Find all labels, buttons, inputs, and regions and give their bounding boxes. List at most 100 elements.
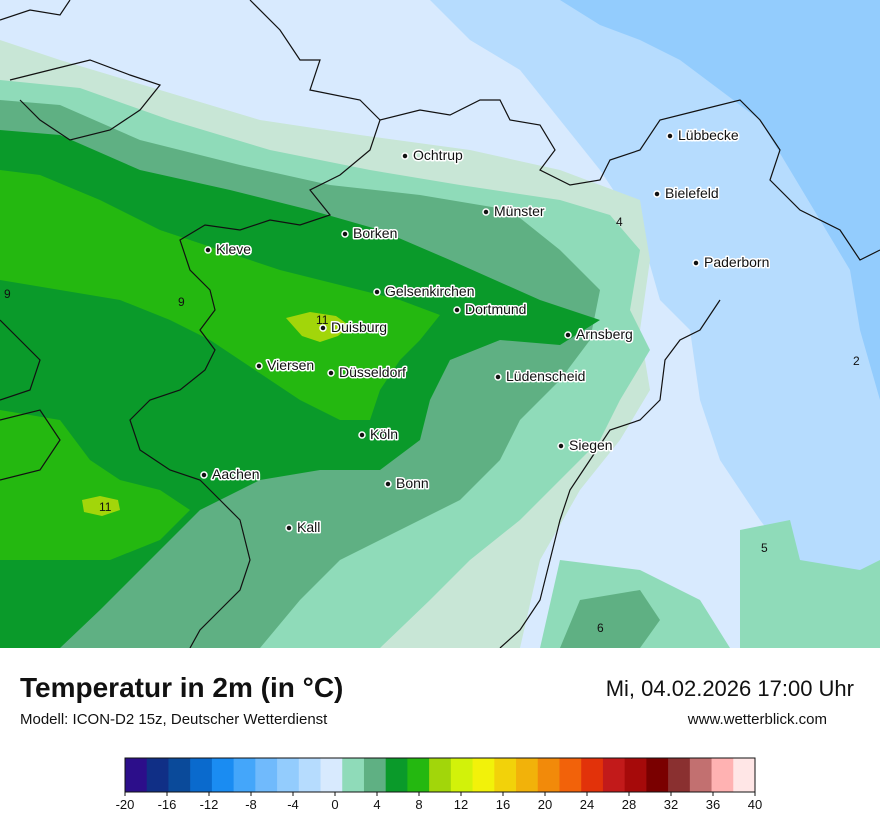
color-legend: -20 -16 -12 -8 -4 0 4 8 12 16 20 24 28 32 36 40 — [105, 752, 775, 817]
city-bielefeld: Bielefeld — [653, 184, 720, 203]
legend-tick-label: 20 — [538, 797, 552, 812]
temperature-map-svg: Ochtrup Lübbecke Bielefeld Münster Borke… — [0, 0, 880, 648]
isoline-label: 6 — [597, 621, 604, 635]
isoline-label: 11 — [316, 313, 329, 327]
legend-swatch — [168, 758, 191, 792]
legend-tick-label: 8 — [415, 797, 422, 812]
city-luebbecke: Lübbecke — [666, 126, 740, 145]
city-bonn: Bonn — [384, 474, 430, 493]
isoline-label: 11 — [99, 500, 112, 514]
isoline-label: 9 — [4, 287, 11, 301]
legend-swatch — [211, 758, 235, 792]
city-duisburg: Duisburg — [319, 318, 389, 337]
city-ochtrup: Ochtrup — [401, 146, 465, 165]
city-markers: Ochtrup Lübbecke Bielefeld Münster Borke… — [200, 126, 771, 537]
legend-tick-label: -12 — [200, 797, 219, 812]
legend-swatch — [190, 758, 213, 792]
legend-tick-label: -20 — [116, 797, 135, 812]
legend-swatch — [472, 758, 495, 792]
model-source: Modell: ICON-D2 15z, Deutscher Wetterdie… — [20, 711, 328, 728]
temp-band-10 — [0, 170, 440, 420]
isoline-label: 9 — [178, 295, 185, 309]
svg-text:Paderborn: Paderborn — [704, 254, 769, 270]
temp-band-4-southeast — [740, 520, 880, 648]
legend-swatch — [407, 758, 430, 792]
legend-tick-label: 4 — [373, 797, 380, 812]
legend-tick-label: 24 — [580, 797, 594, 812]
svg-text:Dortmund: Dortmund — [465, 301, 526, 317]
legend-swatch — [494, 758, 517, 792]
border-north-2 — [9, 59, 162, 141]
isoline-labels: 4 9 9 11 2 11 5 6 — [4, 215, 860, 635]
temp-patch-12-west — [82, 496, 120, 516]
legend-tick-label: -8 — [245, 797, 257, 812]
svg-text:Duisburg: Duisburg — [331, 319, 387, 335]
city-viersen: Viersen — [255, 356, 316, 375]
website-link[interactable]: www.wetterblick.com — [687, 711, 827, 728]
legend-swatch — [385, 758, 408, 792]
city-paderborn: Paderborn — [692, 253, 771, 272]
color-legend-svg: -20 -16 -12 -8 -4 0 4 8 12 16 20 24 28 32 36 40 — [116, 757, 762, 812]
borders — [0, 0, 880, 648]
svg-text:Bielefeld: Bielefeld — [665, 185, 719, 201]
city-borken: Borken — [341, 224, 399, 243]
legend-tick-label: 16 — [496, 797, 510, 812]
legend-tick-label: 40 — [748, 797, 762, 812]
legend-border — [124, 757, 756, 793]
svg-text:Lübbecke: Lübbecke — [678, 127, 739, 143]
isoline-label: 2 — [853, 354, 860, 368]
legend-swatch — [450, 758, 474, 792]
city-muenster: Münster — [482, 202, 546, 221]
legend-swatch — [711, 758, 734, 792]
city-arnsberg: Arnsberg — [564, 325, 634, 344]
svg-text:Gelsenkirchen: Gelsenkirchen — [385, 283, 475, 299]
svg-text:Aachen: Aachen — [212, 466, 259, 482]
border-country-west — [129, 0, 381, 648]
temp-band-10-west — [0, 410, 190, 560]
city-kall: Kall — [285, 518, 322, 537]
svg-text:Köln: Köln — [370, 426, 398, 442]
temp-band-minus4 — [430, 0, 880, 648]
border-west-2 — [0, 409, 61, 481]
svg-text:Borken: Borken — [353, 225, 397, 241]
legend-swatch — [602, 758, 626, 792]
footer: Temperatur in 2m (in °C) Modell: ICON-D2… — [0, 648, 880, 830]
isoline-label: 4 — [616, 215, 623, 229]
svg-text:Düsseldorf: Düsseldorf — [339, 364, 406, 380]
svg-text:Kall: Kall — [297, 519, 320, 535]
legend-swatch — [624, 758, 647, 792]
legend-swatch — [429, 758, 452, 792]
svg-text:Viersen: Viersen — [267, 357, 314, 373]
legend-swatch — [342, 758, 365, 792]
legend-swatch — [125, 758, 148, 792]
legend-swatch — [233, 758, 256, 792]
svg-text:Kleve: Kleve — [216, 241, 251, 257]
border-west-1 — [0, 319, 41, 401]
border-state-east — [499, 299, 721, 648]
map-title: Temperatur in 2m (in °C) — [20, 672, 344, 703]
city-duesseldorf: Düsseldorf — [327, 363, 408, 382]
legend-swatch — [733, 758, 756, 792]
legend-tick-label: 12 — [454, 797, 468, 812]
legend-swatch — [298, 758, 322, 792]
legend-tick-label: 32 — [664, 797, 678, 812]
legend-tick-label: -4 — [287, 797, 299, 812]
svg-text:Ochtrup: Ochtrup — [413, 147, 463, 163]
svg-text:Lüdenscheid: Lüdenscheid — [506, 368, 585, 384]
temp-band-6-south — [560, 590, 660, 648]
legend-swatch — [277, 758, 300, 792]
temp-band-minus6 — [560, 0, 880, 400]
legend-swatch — [668, 758, 691, 792]
isoline-label: 5 — [761, 541, 768, 555]
temp-patch-12-duisburg — [286, 312, 350, 342]
legend-swatch — [516, 758, 539, 792]
legend-swatch — [255, 758, 278, 792]
legend-tick-label: 28 — [622, 797, 636, 812]
legend-swatch — [559, 758, 582, 792]
svg-text:Siegen: Siegen — [569, 437, 613, 453]
city-dortmund: Dortmund — [453, 300, 528, 319]
legend-swatch — [320, 758, 343, 792]
legend-swatch — [146, 758, 169, 792]
legend-tick-label: -16 — [158, 797, 177, 812]
svg-text:Münster: Münster — [494, 203, 545, 219]
